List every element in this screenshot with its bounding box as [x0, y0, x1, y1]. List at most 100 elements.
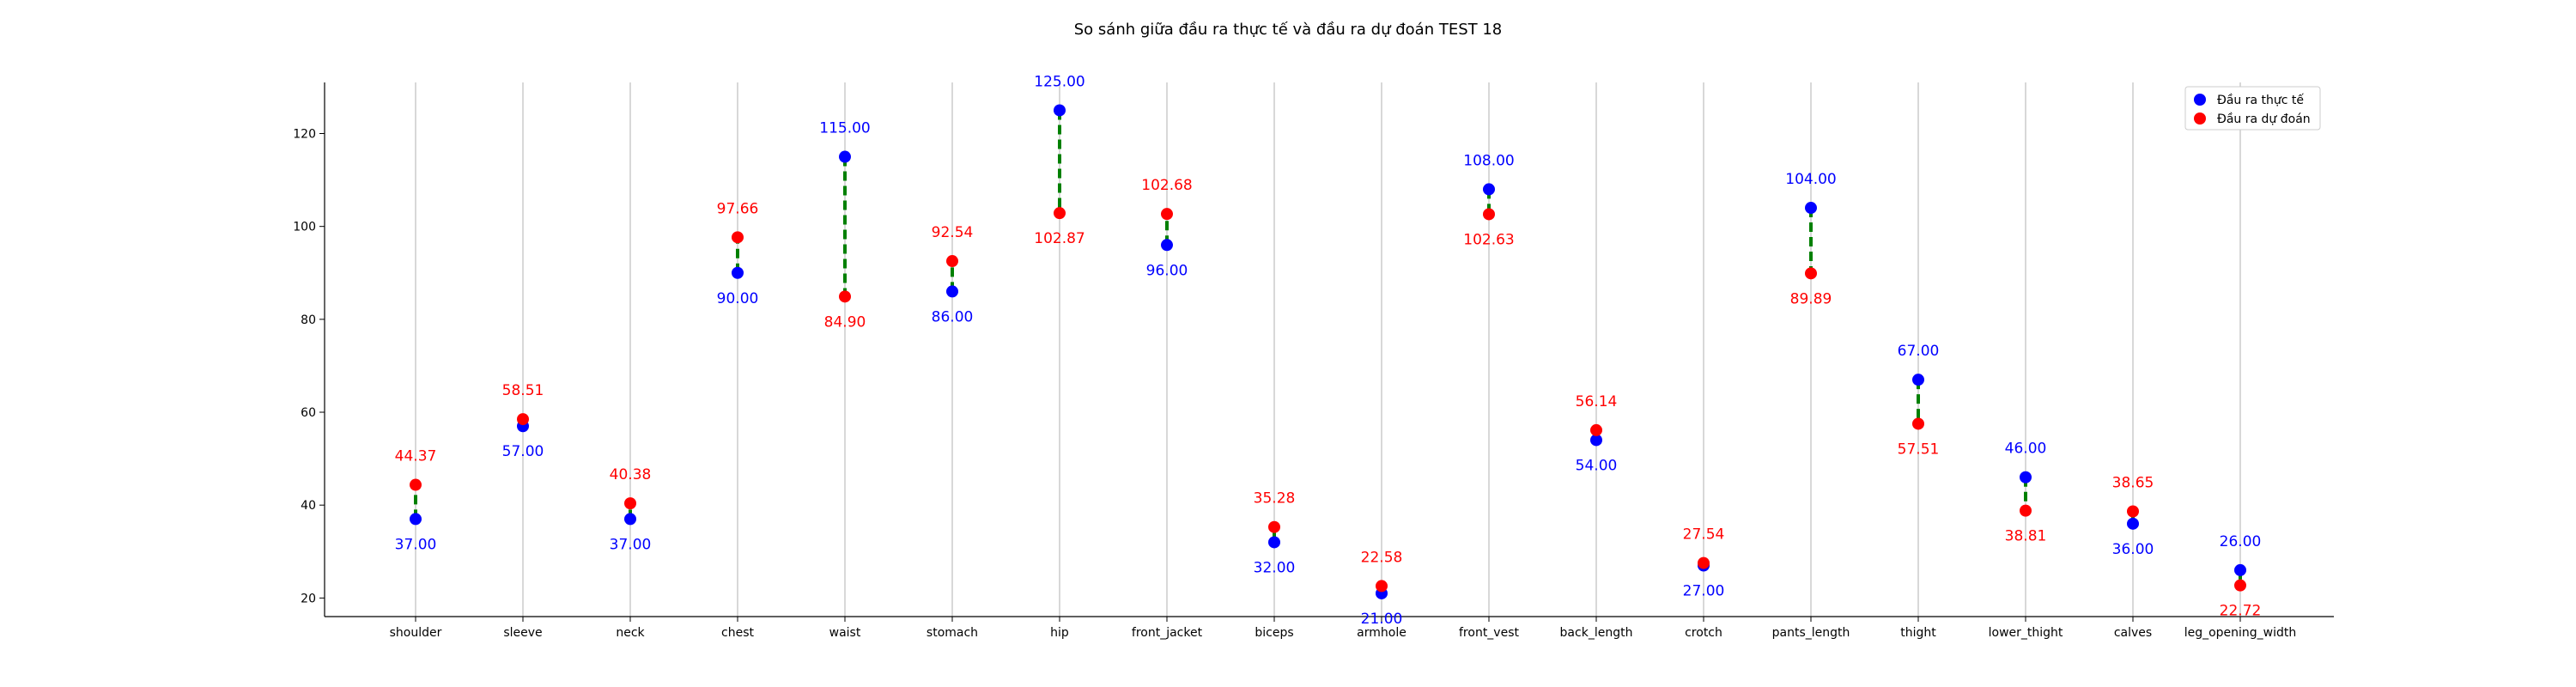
predicted-value-label: 102.63 — [1463, 231, 1514, 248]
x-tick-label: back_length — [1560, 626, 1633, 640]
actual-point — [1590, 434, 1602, 447]
predicted-point — [1805, 267, 1817, 280]
actual-point — [2127, 517, 2139, 530]
actual-point — [2020, 471, 2032, 483]
actual-value-label: 57.00 — [502, 443, 544, 460]
predicted-point — [732, 231, 744, 244]
predicted-point — [1590, 423, 1602, 436]
legend-actual-label: Đầu ra thực tế — [2217, 93, 2304, 107]
actual-value-label: 27.00 — [1683, 583, 1725, 600]
x-tick-label: armhole — [1357, 626, 1406, 640]
chart-title: So sánh giữa đầu ra thực tế và đầu ra dự… — [1074, 21, 1503, 39]
predicted-point — [2127, 505, 2139, 518]
predicted-point — [2020, 504, 2032, 517]
actual-value-label: 37.00 — [610, 536, 652, 553]
actual-value-label: 54.00 — [1576, 457, 1618, 474]
actual-value-label: 104.00 — [1785, 171, 1836, 188]
connector-lines — [414, 110, 2242, 593]
predicted-value-label: 38.65 — [2112, 474, 2154, 491]
actual-point — [732, 266, 744, 279]
x-tick-label: thight — [1900, 626, 1936, 640]
predicted-point — [1376, 580, 1388, 593]
y-tick-label: 100 — [293, 221, 316, 234]
predicted-value-label: 56.14 — [1576, 393, 1618, 410]
x-tick-label: chest — [721, 626, 754, 640]
axes: shoulder sleeve neck chest waist stomach hip fr… — [293, 82, 2334, 640]
predicted-value-label: 57.51 — [1898, 441, 1940, 458]
actual-point — [1805, 202, 1817, 215]
predicted-value-label: 22.58 — [1361, 549, 1403, 566]
actual-point — [2234, 563, 2246, 576]
predicted-value-label: 84.90 — [824, 313, 866, 331]
actual-value-label: 90.00 — [717, 290, 759, 307]
predicted-value-label: 22.72 — [2220, 603, 2262, 620]
x-tick-label: calves — [2114, 626, 2152, 640]
x-tick-label: pants_length — [1772, 626, 1850, 640]
x-tick-label: hip — [1050, 626, 1069, 640]
data-points — [410, 104, 2246, 599]
predicted-point — [2234, 579, 2246, 592]
x-tick-label: crotch — [1685, 626, 1722, 640]
x-tick-label: shoulder — [390, 626, 442, 640]
legend-box — [2184, 86, 2321, 131]
y-tick-label: 120 — [293, 127, 316, 141]
predicted-point — [1483, 208, 1495, 221]
predicted-value-label: 38.81 — [2005, 528, 2047, 545]
actual-point — [1268, 536, 1280, 549]
y-tick-label: 80 — [301, 313, 316, 327]
actual-value-label: 37.00 — [395, 536, 437, 553]
actual-value-label: 96.00 — [1146, 262, 1188, 279]
predicted-point — [1912, 417, 1924, 430]
y-tick-label: 20 — [301, 592, 316, 605]
x-tick-label: stomach — [927, 626, 978, 640]
x-tick-label: neck — [616, 626, 645, 640]
actual-point — [1912, 374, 1924, 386]
predicted-point — [624, 497, 636, 510]
predicted-value-label: 97.66 — [717, 200, 759, 217]
predicted-point — [410, 478, 422, 491]
actual-point — [839, 150, 851, 163]
predicted-point — [1268, 520, 1280, 533]
predicted-value-label: 58.51 — [502, 382, 544, 399]
actual-point — [1054, 104, 1066, 117]
predicted-value-label: 44.37 — [395, 448, 437, 465]
x-tick-label: biceps — [1255, 626, 1293, 640]
actual-point — [410, 513, 422, 526]
legend-predicted-label: Đầu ra dự đoán — [2217, 112, 2311, 126]
predicted-value-label: 89.89 — [1790, 290, 1832, 307]
x-tick-label: lower_thight — [1989, 626, 2063, 640]
data-labels: 37.00 44.37 57.00 58.51 37.00 40.38 90.00 97.66… — [395, 73, 2262, 628]
actual-point — [1161, 239, 1173, 252]
actual-point — [1483, 183, 1495, 196]
legend-predicted-marker — [2194, 112, 2206, 125]
grid-lines — [415, 82, 2241, 617]
predicted-point — [839, 290, 851, 303]
actual-point — [946, 285, 958, 298]
predicted-value-label: 102.68 — [1141, 177, 1192, 194]
x-tick-label: waist — [829, 626, 861, 640]
actual-value-label: 108.00 — [1463, 152, 1514, 169]
y-tick-label: 40 — [301, 499, 316, 513]
legend-actual-marker — [2194, 94, 2206, 106]
predicted-point — [1054, 207, 1066, 220]
predicted-value-label: 102.87 — [1034, 230, 1084, 247]
x-tick-label: leg_opening_width — [2184, 626, 2297, 640]
predicted-value-label: 40.38 — [610, 466, 652, 483]
predicted-point — [1161, 208, 1173, 221]
actual-value-label: 46.00 — [2005, 441, 2047, 458]
actual-value-label: 125.00 — [1034, 73, 1084, 90]
actual-value-label: 21.00 — [1361, 611, 1403, 628]
actual-value-label: 115.00 — [819, 120, 870, 137]
actual-value-label: 32.00 — [1254, 559, 1296, 576]
predicted-value-label: 35.28 — [1254, 490, 1296, 508]
actual-value-label: 26.00 — [2220, 533, 2262, 550]
predicted-value-label: 92.54 — [932, 224, 974, 241]
predicted-value-label: 27.54 — [1683, 526, 1725, 544]
x-tick-label: sleeve — [503, 626, 542, 640]
actual-value-label: 36.00 — [2112, 541, 2154, 558]
actual-point — [624, 513, 636, 526]
legend: Đầu ra thực tế Đầu ra dự đoán — [2184, 86, 2321, 131]
y-tick-label: 60 — [301, 406, 316, 420]
x-tick-label: front_jacket — [1132, 626, 1203, 640]
